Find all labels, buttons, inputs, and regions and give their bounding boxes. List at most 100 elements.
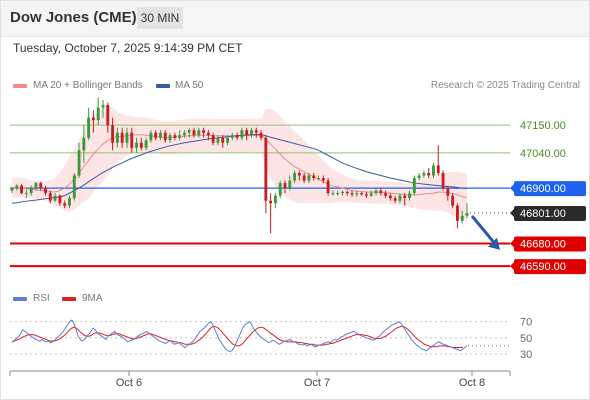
candle-body (101, 105, 105, 108)
candle-body (379, 190, 383, 194)
candle-body (388, 195, 392, 199)
candle-body (149, 132, 153, 141)
chart-header: Dow Jones (CME) 30 MIN (0, 0, 590, 37)
candle-body (307, 175, 311, 181)
candle-body (273, 195, 277, 204)
candle-body (417, 175, 421, 179)
candle-body (355, 193, 359, 195)
ma50-legend-label: MA 50 (175, 80, 204, 91)
candle-body (163, 132, 167, 141)
ma50-line (11, 133, 468, 204)
forecast-arrow (470, 215, 497, 245)
candle-body (317, 178, 320, 180)
candle-body (240, 130, 244, 138)
candle-body (87, 117, 91, 138)
rsi-tick-70: 70 (520, 317, 532, 329)
candle-body (139, 142, 143, 148)
candle-body (446, 188, 450, 196)
ma20-legend-label: MA 20 + Bollinger Bands (33, 80, 143, 91)
candle-body (283, 183, 287, 189)
x-tick-label: Oct 6 (116, 377, 142, 389)
candle-body (154, 132, 158, 138)
candle-body (441, 172, 445, 189)
candle-body (374, 190, 378, 194)
candle-body (427, 172, 431, 176)
price-tag-46680.00 (514, 236, 586, 252)
price-tag-pointer (510, 183, 515, 194)
candle-body (96, 107, 100, 121)
candle-body (254, 130, 258, 133)
candle-body (412, 178, 416, 194)
candle-body (278, 183, 282, 196)
price-label-46801.00: 46801.00 (520, 208, 566, 220)
candle-body (29, 188, 33, 194)
candle-body (39, 183, 43, 189)
candle-body (226, 137, 229, 143)
candle-body (53, 195, 57, 201)
price-label-47040.00: 47040.00 (520, 148, 566, 160)
candle-body (455, 205, 459, 221)
candle-body (77, 150, 81, 176)
instrument-title: Dow Jones (CME) (10, 9, 137, 26)
candle-body (44, 188, 47, 194)
rsi-legend-label: RSI (33, 293, 50, 304)
candle-body (235, 135, 239, 138)
candle-body (403, 195, 407, 199)
price-tag-pointer (510, 238, 515, 249)
candle-body (436, 165, 440, 173)
candle-body (120, 132, 124, 143)
candle-body (321, 178, 325, 181)
candle-body (312, 175, 316, 179)
candle-body (230, 135, 234, 138)
candle-body (422, 172, 426, 176)
x-tick-label: Oct 7 (304, 377, 330, 389)
price-tag-46801.00 (514, 206, 586, 222)
candle-body (341, 191, 344, 194)
candle-body (111, 125, 115, 143)
candle-body (465, 213, 469, 216)
candle-body (432, 165, 435, 176)
candle-body (302, 175, 306, 181)
ma9-line (11, 326, 463, 348)
price-label-46590.00: 46590.00 (520, 261, 566, 273)
candle-body (264, 137, 268, 201)
ma9-legend-label: 9MA (82, 293, 103, 304)
candle-body (173, 135, 177, 138)
candle-body (350, 193, 354, 195)
candle-body (68, 198, 71, 206)
candle-body (187, 130, 191, 133)
candle-body (182, 132, 186, 136)
forecast-arrow-head (488, 237, 500, 250)
interval-badge[interactable]: 30 MIN (137, 7, 183, 29)
price-tag-46900.00 (514, 181, 586, 197)
candle-body (288, 180, 292, 189)
ma50-legend-swatch (156, 84, 170, 88)
candle-body (91, 117, 95, 121)
price-label-46900.00: 46900.00 (520, 183, 566, 195)
candle-body (10, 188, 14, 191)
rsi-line (11, 319, 468, 353)
candle-body (115, 132, 119, 143)
candle-body (297, 172, 301, 176)
candle-body (408, 193, 411, 199)
candle-body (221, 137, 225, 143)
candle-body (336, 193, 340, 195)
price-tag-46590.00 (514, 259, 586, 275)
candle-body (211, 135, 215, 143)
candle-body (48, 193, 52, 201)
candle-body (168, 135, 172, 141)
candle-body (192, 130, 196, 136)
candle-body (269, 200, 273, 204)
candle-body (259, 132, 263, 138)
price-tag-pointer (510, 208, 515, 219)
candle-body (58, 195, 62, 204)
rsi-tick-50: 50 (520, 333, 532, 345)
candle-body (63, 203, 67, 206)
attribution: Research © 2025 Trading Central (430, 80, 580, 91)
candle-body (202, 130, 206, 133)
candle-body (345, 191, 349, 194)
ma20-legend-swatch (13, 84, 27, 88)
candle-body (24, 193, 28, 195)
candle-body (197, 130, 201, 136)
